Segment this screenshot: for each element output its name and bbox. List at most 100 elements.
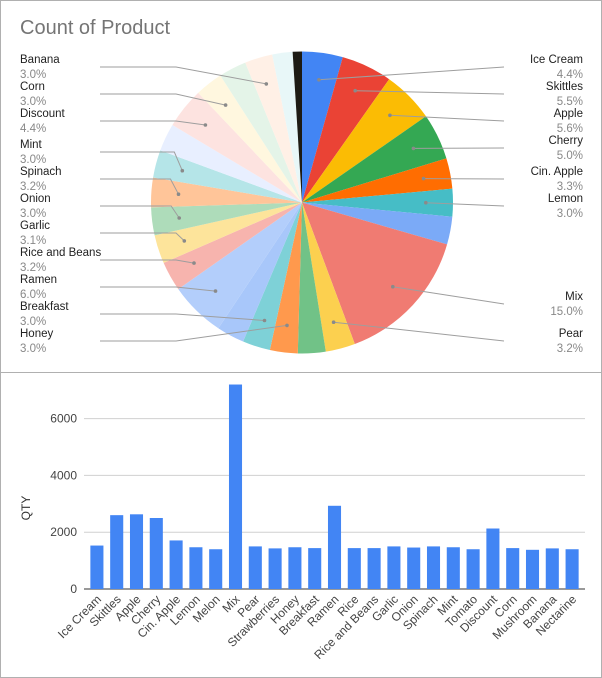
pie-slice-breakfast [243, 202, 302, 351]
pie-leader-rice-and-beans [100, 259, 195, 264]
bar-ice-cream [90, 545, 104, 589]
bar-nectarine [565, 549, 579, 589]
pie-label-onion: Onion [20, 193, 51, 205]
pie-leader-dot-lemon [424, 200, 428, 205]
pie-slice-honey [269, 202, 302, 354]
pie-chart-title: Count of Product [20, 17, 171, 39]
pie-leader-honey [100, 324, 288, 342]
pie-pct-apple: 5.6% [557, 123, 583, 135]
pie-pct-discount: 4.4% [20, 123, 46, 135]
pie-leader-dot-cin-apple [421, 176, 426, 181]
pie-pct-spinach: 3.2% [20, 181, 46, 193]
pie-slice-lemon [302, 188, 454, 217]
pie-leader-mint [100, 151, 183, 171]
pie-leader-dot-mint [180, 168, 185, 173]
pie-pct-cin-apple: 3.3% [557, 181, 583, 193]
pie-leader-dot-breakfast [262, 318, 267, 323]
bar-ytick-6000: 6000 [50, 412, 77, 426]
bar-onion [407, 547, 421, 589]
pie-label-cherry: Cherry [548, 135, 583, 147]
bar-mushroom [525, 549, 540, 589]
pie-slice-mushroom [220, 62, 302, 203]
bar-ytick-2000: 2000 [50, 525, 77, 539]
pie-pct-ramen: 6.0% [20, 289, 46, 301]
bar-banana [545, 548, 559, 589]
pie-leader-dot-ice-cream [317, 78, 321, 82]
bar-rice-and-beans [367, 548, 381, 589]
bar-ylabel: QTY [19, 496, 33, 521]
pie-pct-banana: 3.0% [20, 69, 46, 81]
pie-leader-breakfast [100, 313, 265, 321]
pie-pct-mix: 15.0% [550, 306, 583, 318]
pie-label-mint: Mint [20, 139, 43, 151]
bar-strawberries [268, 548, 282, 589]
pie-leader-ramen [100, 286, 216, 292]
chart-divider [1, 372, 601, 373]
pie-label-skittles: Skittles [546, 81, 583, 93]
bar-lemon [189, 547, 203, 589]
pie-slice-corn [198, 75, 302, 203]
bar-breakfast [308, 548, 322, 589]
pie-slice-ramen [178, 202, 302, 329]
pie-pct-garlic: 3.1% [20, 235, 46, 247]
pie-slice-discount [172, 92, 302, 203]
bar-melon [209, 549, 223, 589]
pie-slice-nectarine [272, 51, 302, 203]
pie-leader-banana [100, 66, 267, 85]
pie-pct-onion: 3.0% [20, 208, 46, 220]
bar-mint [446, 547, 460, 589]
bar-spinach [426, 546, 441, 589]
pie-label-pear: Pear [559, 328, 583, 340]
pie-pct-rice-and-beans: 3.2% [20, 262, 46, 274]
pie-leader-dot-corn [223, 103, 228, 107]
pie-slice-unnamed [292, 51, 302, 203]
pie-leader-lemon [425, 202, 505, 207]
pie-slice-ice-cream [302, 51, 343, 203]
pie-leader-skittles [355, 90, 505, 95]
pie-slice-cherry [302, 116, 447, 203]
pie-leader-mix [392, 286, 505, 305]
pie-slice-banana [245, 54, 302, 203]
bar-skittles [110, 515, 124, 589]
bar-garlic [387, 546, 401, 589]
bar-mix [228, 384, 243, 589]
pie-pct-ice-cream: 4.4% [557, 69, 583, 81]
bar-ramen [327, 505, 342, 589]
bar-cin-apple [169, 540, 183, 589]
pie-leader-onion [100, 205, 180, 219]
pie-leader-dot-cherry [411, 146, 416, 151]
pie-label-discount: Discount [20, 108, 66, 120]
pie-label-apple: Apple [554, 108, 583, 120]
pie-leader-apple [389, 114, 505, 122]
pie-pct-honey: 3.0% [20, 343, 46, 355]
bar-discount [486, 528, 500, 589]
pie-label-garlic: Garlic [20, 220, 50, 232]
pie-pct-lemon: 3.0% [557, 208, 583, 220]
pie-slice-rice [218, 202, 302, 342]
bar-ytick-0: 0 [70, 582, 77, 596]
pie-label-breakfast: Breakfast [20, 301, 69, 313]
bar-cherry [149, 518, 163, 589]
pie-leader-dot-skittles [353, 88, 358, 93]
pie-leader-pear [333, 321, 505, 342]
pie-leader-dot-rice-and-beans [192, 261, 196, 265]
pie-leader-dot-pear [331, 320, 336, 325]
pie-slice-apple [302, 79, 426, 203]
pie-leader-spinach [100, 178, 179, 195]
pie-slice-onion [151, 202, 302, 236]
pie-slice-garlic [154, 202, 302, 263]
pie-label-lemon: Lemon [548, 193, 583, 205]
pie-leader-dot-mix [391, 284, 395, 289]
pie-label-rice-and-beans: Rice and Beans [20, 247, 101, 259]
pie-slice-mint [153, 150, 302, 203]
pie-label-mix: Mix [565, 291, 583, 303]
pie-pct-breakfast: 3.0% [20, 316, 46, 328]
pie-leader-garlic [100, 232, 185, 242]
pie-slice-cin-apple [302, 158, 453, 203]
pie-label-ice-cream: Ice Cream [530, 54, 583, 66]
bar-tomato [466, 549, 480, 589]
pie-slice-mix [302, 202, 448, 344]
pie-leader-discount [100, 120, 206, 126]
